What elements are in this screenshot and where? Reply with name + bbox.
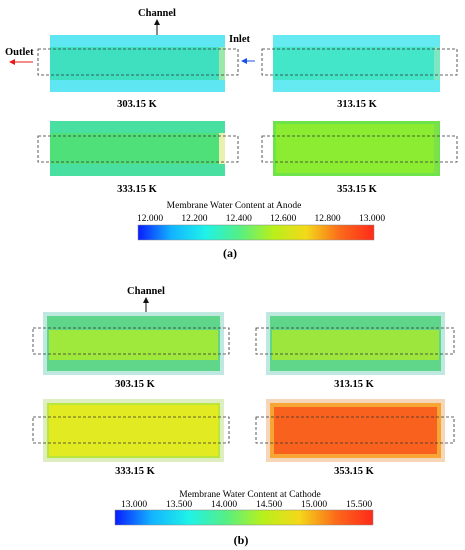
contour-cell-a-353: 353.15 K — [261, 121, 458, 195]
channel-outline — [255, 327, 455, 355]
contour-cell-a-333: 333.15 K — [37, 121, 239, 195]
contour-cell-a-303: 303.15 K — [37, 35, 239, 110]
temperature-label: 313.15 K — [334, 379, 375, 390]
channel-outline — [37, 48, 239, 76]
panel-caption-b: (b) — [234, 533, 249, 547]
contour-cell-a-313: 313.15 K — [261, 35, 458, 110]
outlet-label: Outlet — [5, 47, 34, 58]
colorbar-ticks: 13.000 13.500 14.000 14.500 15.000 15.500 — [121, 500, 372, 510]
colorbar-b: Membrane Water Content at Cathode 13.000… — [114, 490, 374, 526]
channel-outline — [32, 327, 230, 355]
colorbar-tick-label: 12.600 — [270, 214, 296, 224]
colorbar-tick-label: 13.500 — [166, 500, 192, 510]
colorbar-tick-label: 12.400 — [226, 214, 252, 224]
temperature-label: 353.15 K — [334, 466, 375, 477]
temperature-label: 313.15 K — [337, 99, 378, 110]
colorbar-title: Membrane Water Content at Cathode — [179, 490, 321, 500]
temperature-label: 333.15 K — [117, 184, 158, 195]
panel-a: Channel Inlet Outlet 303.15 K 313.15 K — [5, 8, 458, 260]
channel-outline — [261, 135, 458, 163]
temperature-label: 303.15 K — [115, 379, 156, 390]
temperature-label: 333.15 K — [115, 466, 156, 477]
temperature-label: 303.15 K — [117, 99, 158, 110]
colorbar-tick-label: 13.000 — [359, 214, 385, 224]
channel-label-a: Channel — [138, 8, 176, 19]
colorbar-tick-label: 12.800 — [315, 214, 341, 224]
colorbar-title: Membrane Water Content at Anode — [167, 201, 302, 211]
inlet-label: Inlet — [229, 34, 251, 45]
channel-outline — [261, 48, 458, 76]
contour-cell-b-313: 313.15 K — [255, 312, 455, 390]
colorbar-tick-label: 14.000 — [211, 500, 237, 510]
colorbar-tick-label: 15.000 — [301, 500, 327, 510]
colorbar-gradient — [114, 509, 374, 526]
colorbar-tick-label: 13.000 — [121, 500, 147, 510]
colorbar-ticks: 12.000 12.200 12.400 12.600 12.800 13.000 — [137, 214, 385, 224]
colorbar-gradient — [137, 224, 375, 241]
colorbar-tick-label: 12.200 — [181, 214, 207, 224]
colorbar-tick-label: 12.000 — [137, 214, 163, 224]
colorbar-tick-label: 15.500 — [346, 500, 372, 510]
channel-outline — [32, 416, 230, 444]
colorbar-tick-label: 14.500 — [256, 500, 282, 510]
panel-caption-a: (a) — [223, 246, 237, 260]
channel-outline — [37, 135, 239, 163]
temperature-label: 353.15 K — [337, 184, 378, 195]
colorbar-a: Membrane Water Content at Anode 12.000 12… — [137, 201, 385, 241]
contour-cell-b-353: 353.15 K — [255, 399, 455, 477]
contour-cell-b-333: 333.15 K — [32, 399, 230, 477]
channel-label-b: Channel — [127, 286, 165, 297]
panel-b: Channel 303.15 K 313.15 K 333.15 K — [32, 286, 455, 547]
contour-cell-b-303: 303.15 K — [32, 312, 230, 390]
channel-outline — [255, 416, 455, 444]
